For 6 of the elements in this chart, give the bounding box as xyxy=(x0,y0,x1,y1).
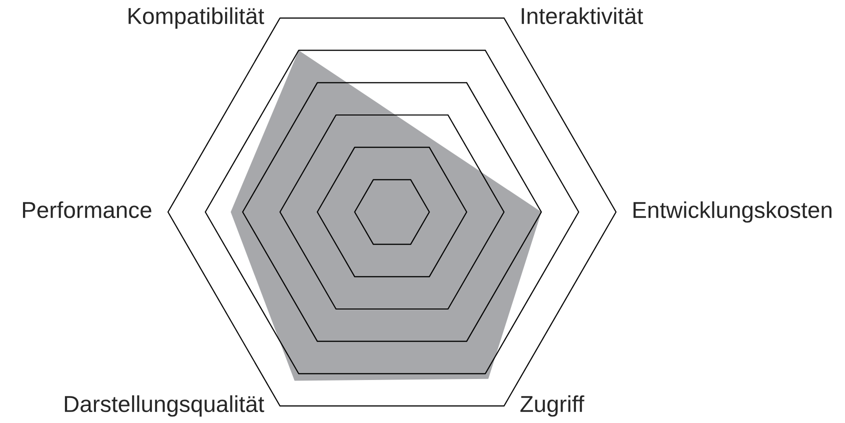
spoke-label: Performance xyxy=(23,201,152,218)
spoke-label: Entwicklungskosten xyxy=(634,201,832,223)
spoke-label: Kompatibilität xyxy=(128,7,264,29)
spoke-label: Interaktivität xyxy=(522,7,644,24)
spoke-label: Zugriff xyxy=(520,395,584,417)
spoke-label: Darstellungsqualität xyxy=(64,395,264,417)
